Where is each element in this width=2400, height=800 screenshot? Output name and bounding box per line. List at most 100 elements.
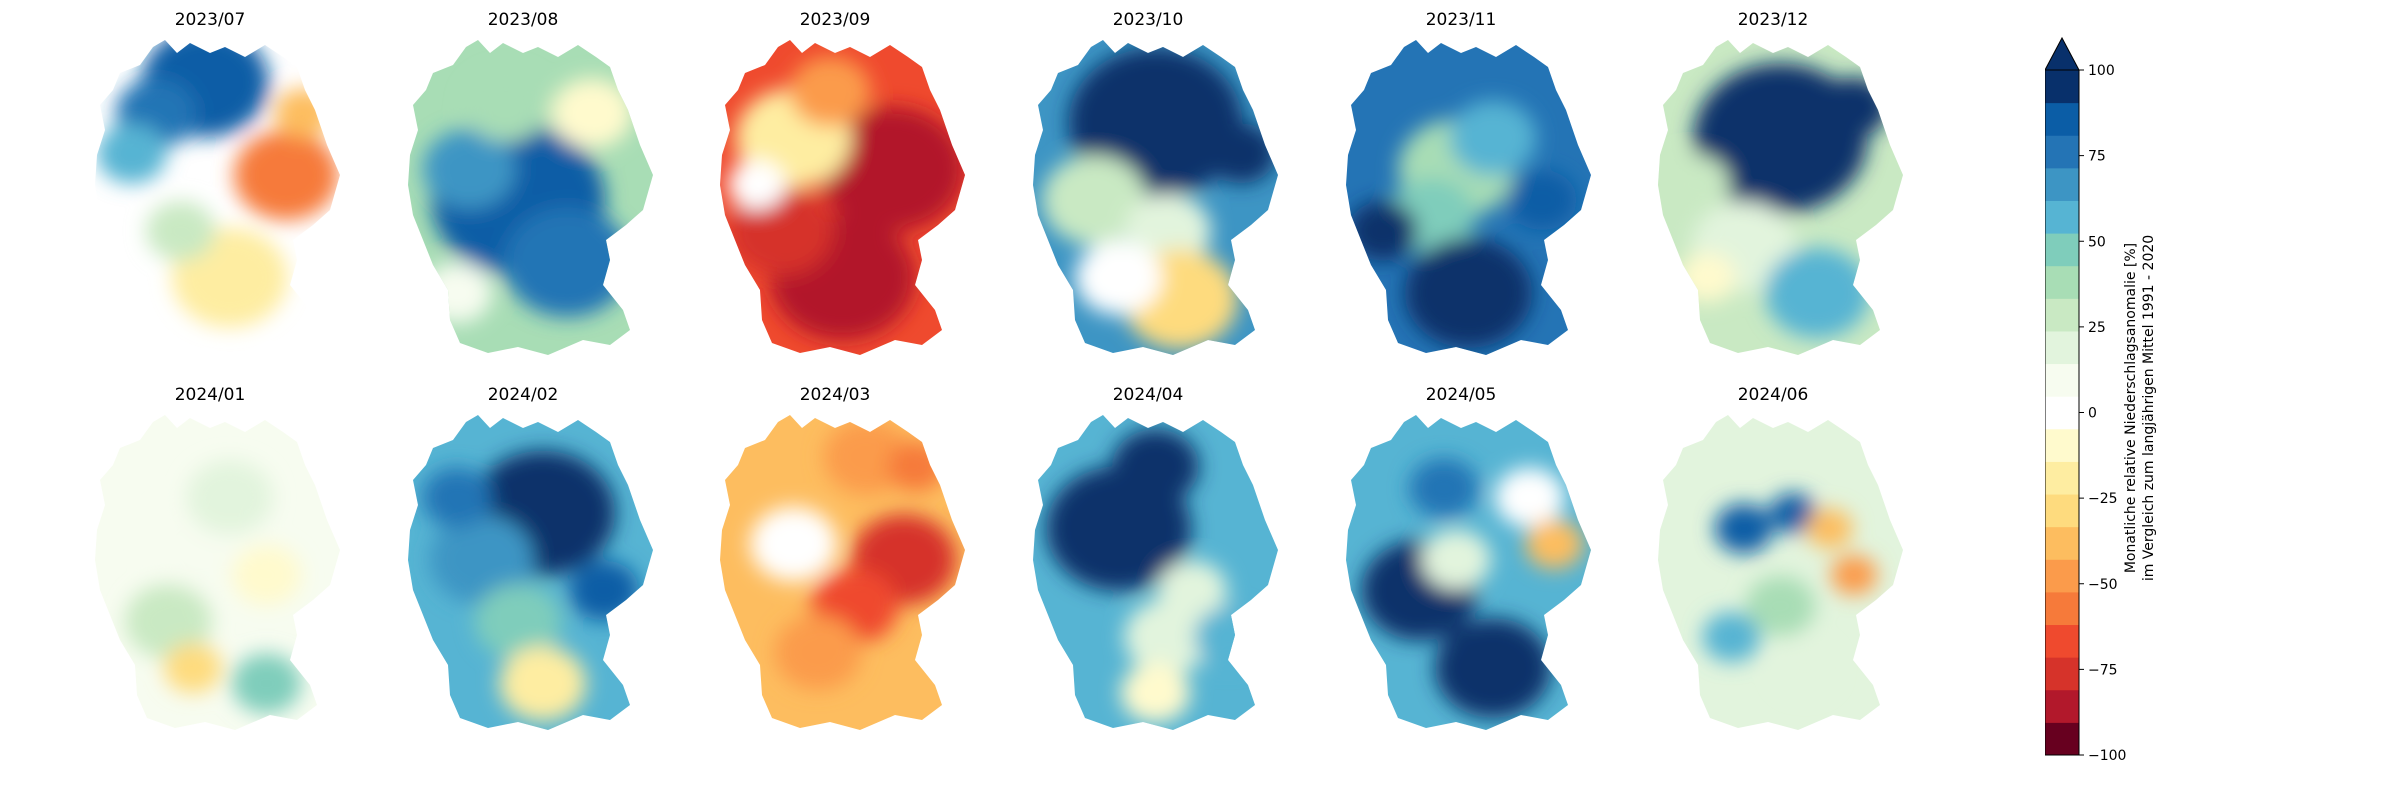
panel-title: 2023/07 bbox=[174, 10, 246, 30]
colorbar-band bbox=[2045, 657, 2079, 691]
precipitation-anomaly-map bbox=[1658, 415, 1903, 730]
anomaly-region bbox=[1776, 643, 1834, 693]
precipitation-anomaly-map bbox=[1033, 40, 1278, 355]
colorbar-band bbox=[2045, 461, 2079, 495]
anomaly-region bbox=[1659, 154, 1730, 215]
anomaly-region bbox=[233, 130, 339, 221]
colorbar-band bbox=[2045, 102, 2079, 136]
anomaly-region bbox=[1124, 599, 1212, 675]
anomaly-region bbox=[1112, 429, 1199, 504]
colorbar-band bbox=[2045, 330, 2079, 365]
colorbar-band bbox=[2045, 135, 2079, 169]
colorbar-tick-label: 25 bbox=[2088, 320, 2106, 336]
colorbar-band bbox=[2045, 200, 2079, 234]
precipitation-anomaly-map bbox=[408, 415, 653, 730]
anomaly-region bbox=[429, 514, 534, 605]
anomaly-region bbox=[96, 123, 167, 184]
panel-title: 2023/09 bbox=[799, 10, 871, 30]
colorbar-tick-label: 50 bbox=[2088, 234, 2106, 250]
anomaly-region bbox=[1745, 576, 1816, 636]
anomaly-region bbox=[1421, 529, 1492, 590]
anomaly-region bbox=[823, 419, 911, 495]
colorbar-band bbox=[2045, 298, 2079, 332]
anomaly-region bbox=[1525, 519, 1584, 569]
anomaly-region bbox=[1819, 77, 1889, 137]
colorbar-band bbox=[2045, 396, 2079, 430]
panel-title: 2024/01 bbox=[174, 385, 246, 405]
colorbar-tick-label: 0 bbox=[2088, 406, 2097, 422]
anomaly-region bbox=[1702, 612, 1761, 662]
colorbar-tick-label: 75 bbox=[2088, 149, 2106, 165]
anomaly-region bbox=[422, 467, 492, 528]
anomaly-region bbox=[789, 56, 871, 127]
anomaly-region bbox=[1194, 607, 1264, 667]
colorbar-band bbox=[2045, 363, 2079, 397]
colorbar-tick-label: −25 bbox=[2088, 491, 2118, 507]
anomaly-region bbox=[1449, 100, 1537, 176]
anomaly-region bbox=[1806, 508, 1853, 549]
anomaly-region bbox=[1769, 493, 1816, 533]
anomaly-region bbox=[887, 441, 945, 492]
anomaly-region bbox=[274, 88, 333, 139]
colorbar-label-line2: im Vergleich zum langjährigen Mittel 199… bbox=[2141, 234, 2157, 582]
colorbar-tick-label: −50 bbox=[2088, 577, 2118, 593]
anomaly-region bbox=[1507, 170, 1577, 230]
colorbar-band bbox=[2045, 722, 2079, 756]
colorbar-band bbox=[2045, 70, 2079, 104]
colorbar-extend-arrow bbox=[2045, 36, 2080, 71]
anomaly-region bbox=[164, 643, 222, 693]
precipitation-anomaly-map bbox=[408, 40, 653, 355]
precipitation-anomaly-map bbox=[95, 40, 340, 355]
colorbar-band bbox=[2045, 265, 2079, 299]
anomaly-region bbox=[1042, 155, 1147, 245]
colorbar-band bbox=[2045, 494, 2079, 528]
anomaly-region bbox=[750, 506, 837, 582]
anomaly-region bbox=[1435, 618, 1551, 718]
anomaly-region bbox=[819, 106, 964, 232]
anomaly-region bbox=[125, 584, 212, 659]
anomaly-region bbox=[1830, 555, 1878, 595]
anomaly-region bbox=[727, 159, 786, 210]
anomaly-region bbox=[1404, 238, 1533, 348]
anomaly-region bbox=[474, 584, 562, 659]
colorbar-band bbox=[2045, 689, 2079, 723]
anomaly-region bbox=[422, 129, 516, 209]
anomaly-region bbox=[551, 78, 633, 149]
anomaly-region bbox=[231, 653, 302, 714]
anomaly-region bbox=[1678, 252, 1736, 303]
precipitation-anomaly-map bbox=[1346, 40, 1591, 355]
precipitation-anomaly-map bbox=[1658, 40, 1903, 355]
colorbar: 100 75 50 25 0 −25 −50 −75 −100 bbox=[2045, 36, 2126, 760]
anomaly-region bbox=[499, 646, 587, 721]
anomaly-region bbox=[1409, 458, 1479, 519]
precipitation-anomaly-map bbox=[1346, 415, 1591, 730]
panel-title: 2023/08 bbox=[487, 10, 559, 30]
colorbar-band bbox=[2045, 428, 2079, 462]
anomaly-region bbox=[1206, 123, 1277, 184]
anomaly-region bbox=[145, 201, 216, 261]
anomaly-region bbox=[774, 615, 862, 690]
anomaly-region bbox=[569, 560, 639, 621]
panel-title: 2024/04 bbox=[1112, 385, 1184, 405]
precipitation-anomaly-map bbox=[720, 40, 965, 355]
panel-title: 2023/11 bbox=[1425, 10, 1497, 30]
anomaly-region bbox=[1494, 467, 1565, 528]
colorbar-band bbox=[2045, 233, 2079, 267]
panel-title: 2024/03 bbox=[799, 385, 871, 405]
colorbar-tick-label: −100 bbox=[2088, 748, 2126, 760]
anomaly-region bbox=[231, 545, 302, 605]
colorbar-tick-label: −75 bbox=[2088, 662, 2118, 678]
panel-title: 2023/10 bbox=[1112, 10, 1184, 30]
precipitation-anomaly-map bbox=[1033, 415, 1278, 730]
colorbar-band bbox=[2045, 559, 2079, 593]
precipitation-anomaly-map bbox=[720, 415, 965, 730]
anomaly-region bbox=[1120, 662, 1191, 723]
anomaly-region bbox=[1075, 240, 1163, 315]
colorbar-tick-label: 100 bbox=[2088, 63, 2115, 79]
panel-title: 2023/12 bbox=[1737, 10, 1809, 30]
panel-title: 2024/06 bbox=[1737, 385, 1809, 405]
colorbar-band bbox=[2045, 624, 2079, 658]
colorbar-band bbox=[2045, 591, 2079, 626]
anomaly-region bbox=[186, 460, 274, 535]
